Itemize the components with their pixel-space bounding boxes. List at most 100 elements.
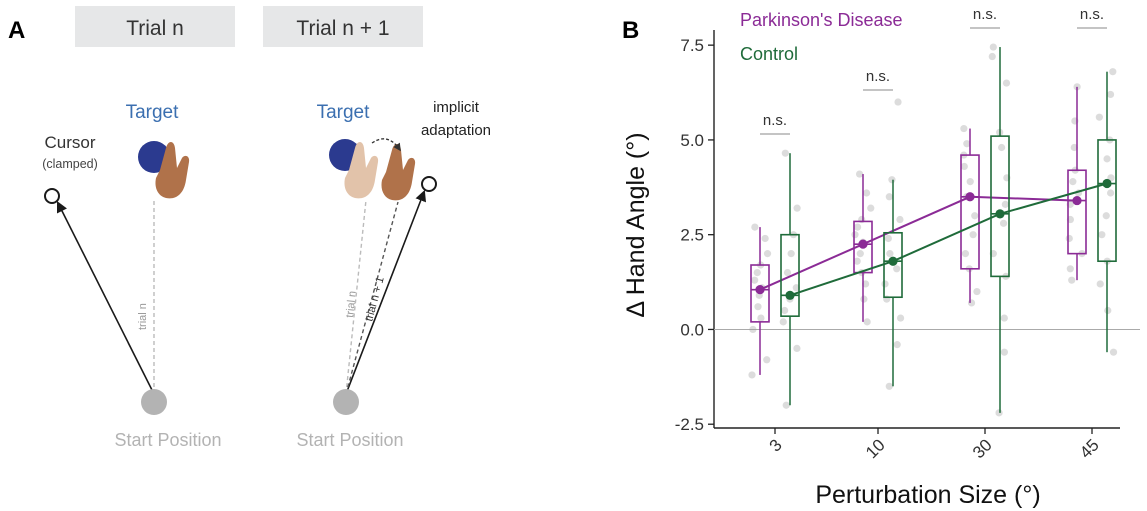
adaptation-arrow	[371, 138, 401, 152]
legend-pd: Parkinson's Disease	[740, 10, 903, 30]
data-point-pd	[853, 223, 862, 231]
significance-label: n.s.	[1080, 6, 1104, 23]
data-point-control	[1095, 113, 1103, 121]
data-point-pd	[967, 299, 976, 307]
data-point-pd	[971, 212, 979, 220]
implicit-label-line2: adaptation	[421, 122, 491, 139]
trial-n-path-label-right: trial n	[344, 290, 359, 318]
data-point-pd	[966, 178, 974, 186]
cursor-label: Cursor	[44, 133, 95, 152]
data-point-control	[787, 250, 795, 258]
data-point-pd	[1069, 178, 1077, 186]
data-point-control	[1000, 348, 1008, 356]
data-point-pd	[757, 314, 765, 322]
y-axis-label: Δ Hand Angle (°)	[622, 132, 650, 317]
y-tick-label: 0.0	[680, 320, 704, 339]
cursor-path-line	[56, 200, 155, 395]
data-point-control	[779, 318, 787, 326]
x-tick-label: 30	[969, 435, 996, 462]
trial-n-path-label: trial n	[137, 303, 149, 330]
data-point-control	[1096, 280, 1104, 288]
data-point-control	[1106, 90, 1115, 99]
y-tick-label: 7.5	[680, 36, 704, 55]
significance-label: n.s.	[973, 6, 997, 23]
data-point-pd	[863, 318, 871, 326]
data-point-pd	[960, 162, 968, 171]
data-point-control	[888, 176, 896, 184]
data-point-pd	[751, 223, 759, 231]
implicit-label-line1: implicit	[433, 99, 480, 116]
significance-label: n.s.	[763, 112, 787, 129]
data-point-pd	[754, 303, 762, 311]
mean-point-control	[785, 290, 795, 300]
x-tick-label: 45	[1076, 435, 1103, 462]
x-tick-label: 10	[862, 435, 889, 462]
data-point-pd	[1066, 265, 1074, 273]
data-point-pd	[960, 124, 968, 133]
mean-point-control	[1102, 178, 1112, 189]
mean-line-pd	[759, 195, 1078, 291]
mean-point-pd	[755, 285, 765, 295]
data-point-control	[988, 52, 996, 61]
start-label-right: Start Position	[296, 430, 403, 450]
trial-n1-header-box	[263, 6, 423, 47]
data-point-control	[885, 193, 893, 201]
x-axis-label: Perturbation Size (°)	[815, 481, 1040, 509]
data-point-pd	[853, 257, 861, 265]
data-point-control	[792, 284, 800, 292]
data-point-pd	[761, 234, 769, 243]
box-control	[1097, 139, 1117, 263]
data-point-control	[995, 409, 1003, 417]
data-point-control	[1104, 306, 1112, 315]
data-point-pd	[862, 189, 871, 197]
data-point-control	[893, 341, 901, 349]
data-point-control	[781, 306, 789, 315]
data-point-pd	[763, 356, 771, 364]
box-pd	[1067, 169, 1087, 255]
data-point-control	[1107, 189, 1115, 197]
data-point-control	[896, 215, 904, 224]
data-point-pd	[851, 231, 859, 239]
data-point-control	[1001, 200, 1009, 208]
mean-point-control	[995, 209, 1005, 219]
data-point-pd	[961, 250, 970, 258]
data-point-pd	[969, 231, 977, 239]
data-point-pd	[749, 325, 757, 334]
box-pd	[960, 154, 980, 270]
panel-a: A Trial n Trial n + 1 Target Cursor (cla…	[8, 6, 491, 450]
data-point-pd	[763, 250, 772, 258]
data-point-pd	[855, 170, 864, 178]
data-point-control	[886, 250, 894, 258]
data-point-control	[1109, 68, 1117, 76]
data-point-pd	[973, 287, 981, 296]
box-control	[990, 135, 1010, 278]
start-circle-right	[333, 389, 359, 415]
data-point-control	[782, 401, 790, 409]
data-point-pd	[963, 140, 971, 148]
panel-b: B Δ Hand Angle (°) Perturbation Size (°)…	[622, 6, 1140, 509]
data-point-pd	[753, 268, 761, 277]
data-point-pd	[1065, 234, 1073, 243]
mean-line-control	[789, 182, 1108, 297]
data-point-pd	[751, 276, 759, 284]
data-point-pd	[856, 250, 864, 258]
cursor-path-line-right	[345, 189, 426, 395]
data-point-control	[781, 149, 789, 157]
data-point-pd	[1070, 143, 1078, 152]
start-circle-left	[141, 389, 167, 415]
mean-point-control	[888, 256, 898, 266]
box-pd	[750, 264, 770, 323]
trial-n1-path-line	[345, 201, 399, 395]
panel-a-letter: A	[8, 17, 25, 44]
cursor-circle-left	[44, 188, 60, 204]
trial-n-header-box	[75, 6, 235, 47]
legend-control: Control	[740, 44, 798, 64]
data-point-control	[1103, 155, 1111, 163]
cursor-sub-label: (clamped)	[42, 157, 98, 171]
mean-point-pd	[1072, 195, 1082, 206]
box-pd	[853, 220, 873, 274]
target-label-right: Target	[317, 102, 371, 123]
data-point-pd	[860, 295, 868, 303]
faded-hand-icon	[344, 142, 379, 199]
